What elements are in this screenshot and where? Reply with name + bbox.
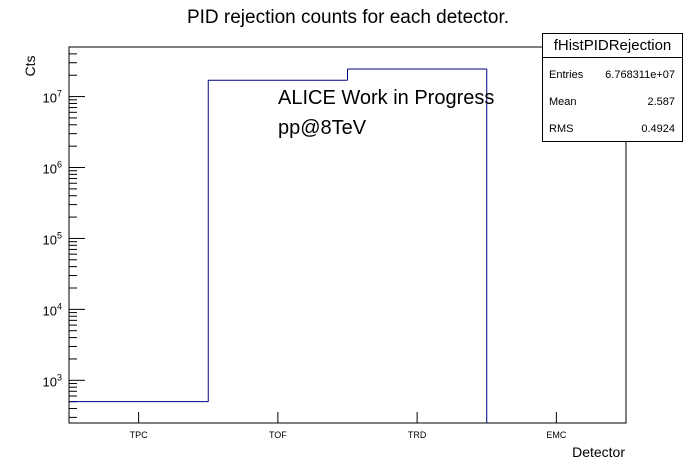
chart-title: PID rejection counts for each detector. <box>187 7 509 28</box>
y-tick-label: 106 <box>43 160 62 177</box>
stats-key: RMS <box>549 123 574 135</box>
stats-box: fHistPIDRejection Entries 6.768311e+07 M… <box>542 33 683 142</box>
y-tick-label: 104 <box>43 301 62 318</box>
y-axis: 103 104 105 106 107 <box>43 46 85 418</box>
x-tick-label: EMC <box>546 430 567 440</box>
x-axis-label: Detector <box>572 444 625 460</box>
stats-row-mean: Mean 2.587 <box>549 92 675 112</box>
plot-frame <box>68 46 627 424</box>
annotation-energy: pp@8TeV <box>278 117 367 139</box>
x-tick-label: TRD <box>408 430 427 440</box>
y-tick-label: 105 <box>43 230 62 247</box>
stats-value: 0.4924 <box>641 123 675 135</box>
stats-row-rms: RMS 0.4924 <box>549 119 675 139</box>
y-tick-label: 107 <box>43 89 62 106</box>
x-tick-label: TOF <box>269 430 287 440</box>
stats-row-entries: Entries 6.768311e+07 <box>549 65 675 85</box>
stats-value: 6.768311e+07 <box>605 69 675 81</box>
x-axis: TPC TOF TRD EMC <box>130 412 567 440</box>
y-axis-label: Cts <box>22 56 38 77</box>
y-tick-label: 103 <box>43 372 62 389</box>
annotation-alice: ALICE Work in Progress <box>278 87 494 109</box>
stats-value: 2.587 <box>647 96 675 108</box>
stats-key: Entries <box>549 69 584 81</box>
x-tick-label: TPC <box>130 430 149 440</box>
stats-key: Mean <box>549 96 577 108</box>
histogram-series <box>69 68 488 423</box>
stats-box-title: fHistPIDRejection <box>543 34 682 58</box>
